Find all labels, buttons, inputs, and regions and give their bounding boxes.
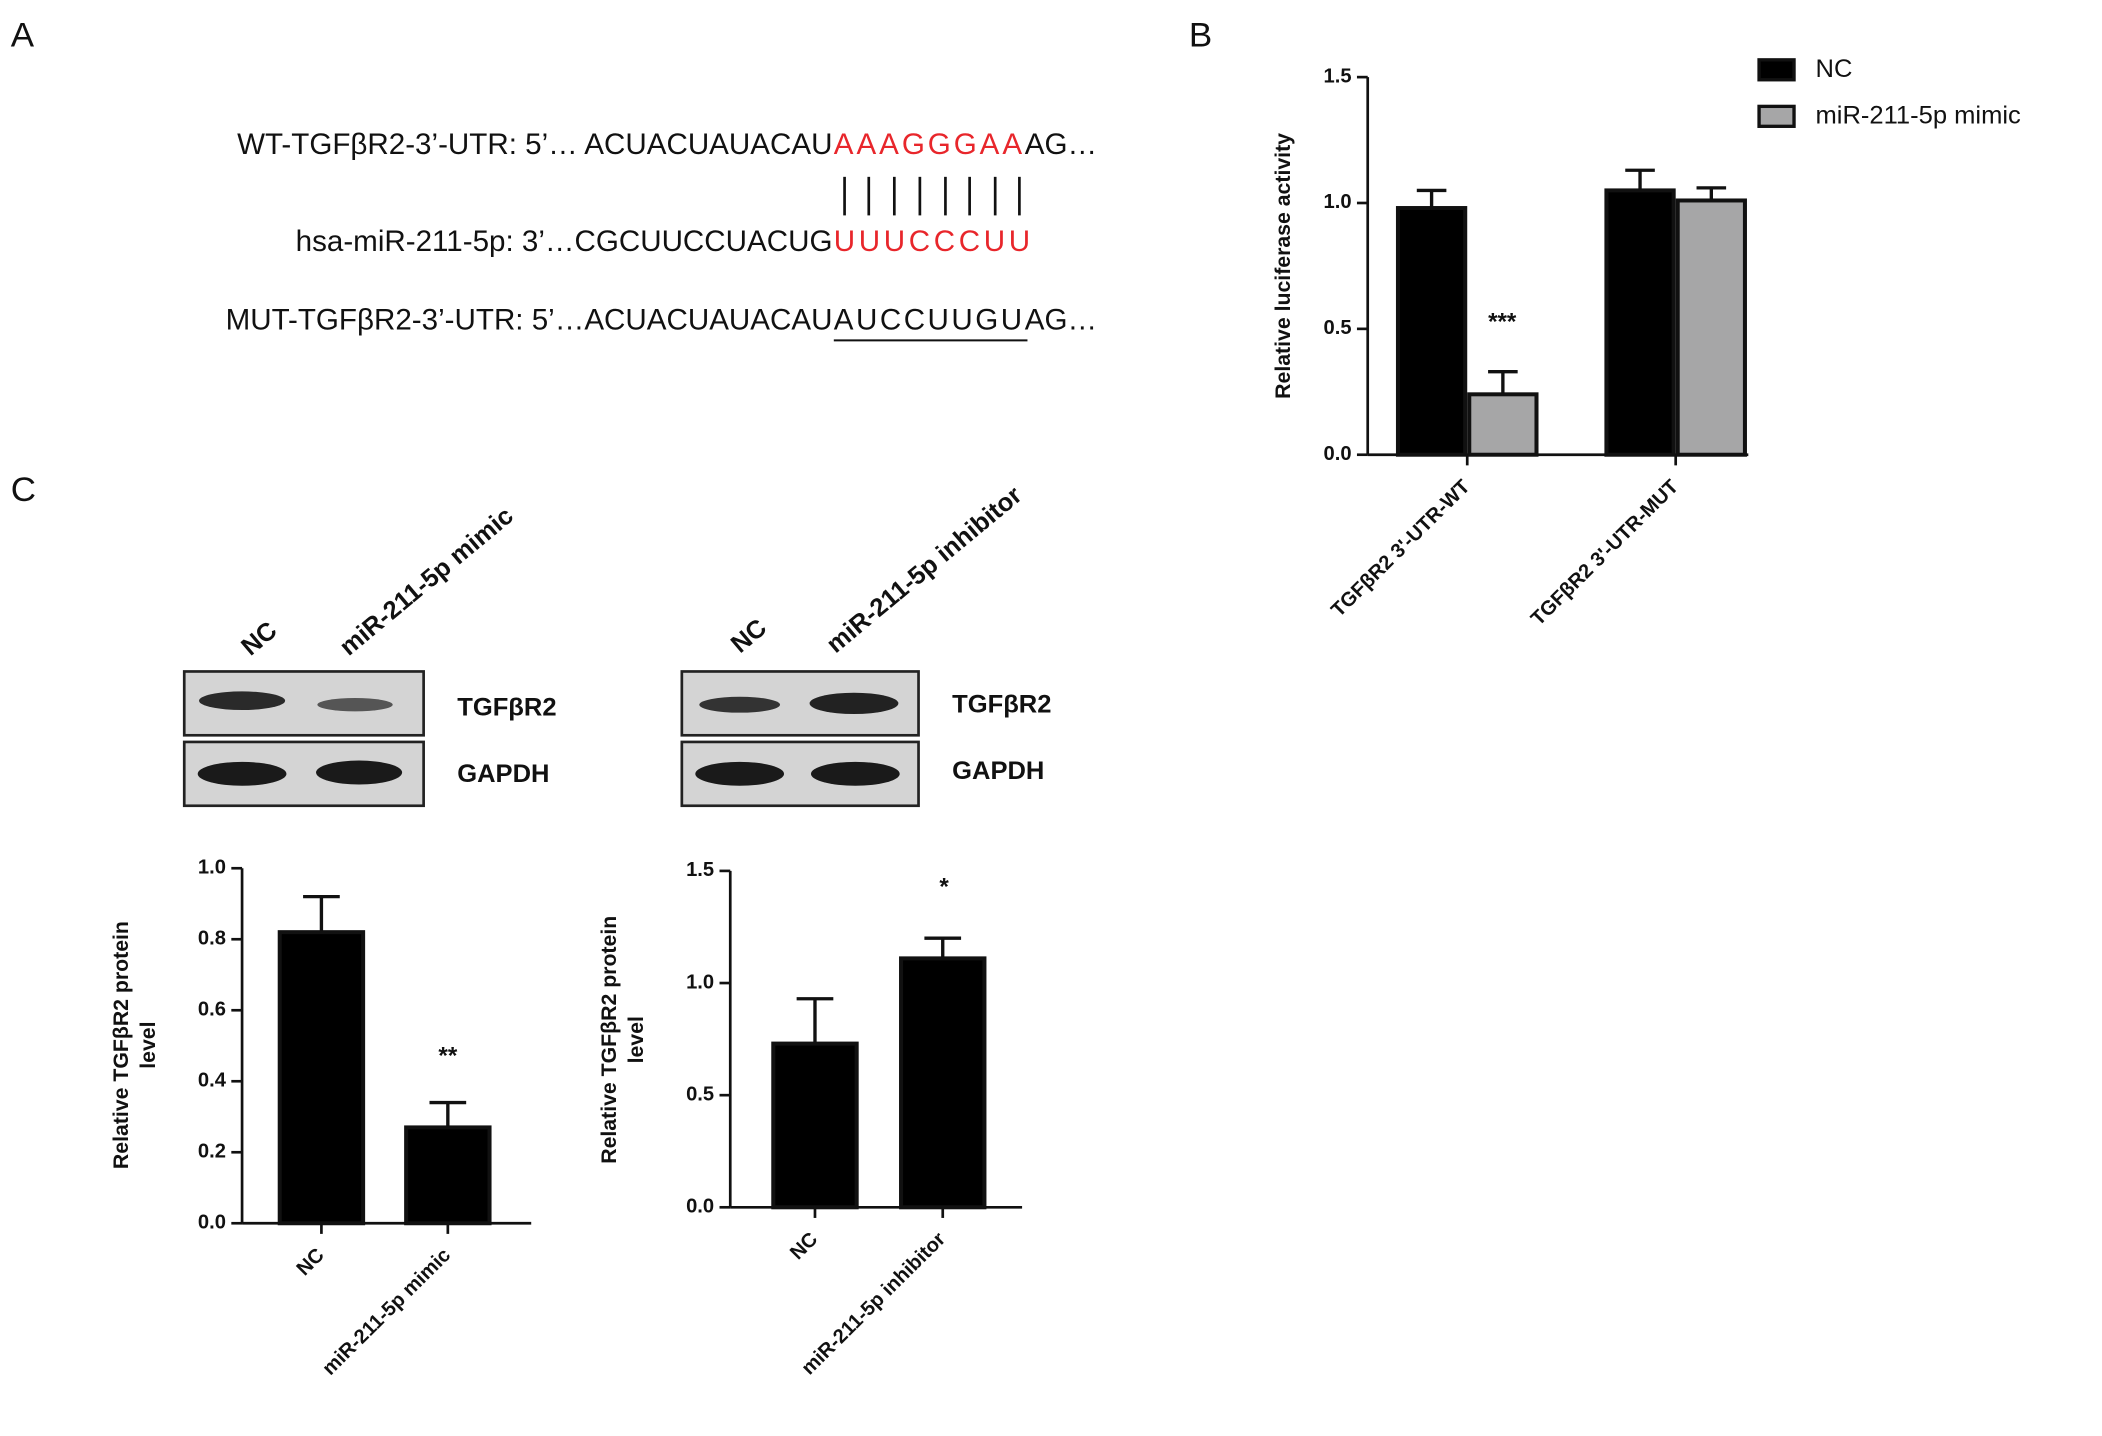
y-axis-label: Relative TGFβR2 protein	[597, 916, 621, 1164]
legend-label: miR-211-5p mimic	[1816, 102, 2022, 130]
bar	[1604, 188, 1676, 457]
sequence: AG…	[1025, 304, 1097, 337]
protein-label: TGFβR2	[457, 693, 556, 721]
panel-label: B	[1189, 17, 1212, 55]
y-tick-label: 0.0	[1324, 443, 1352, 465]
sequence: hsa-miR-211-5p: 3’…CGCUUCCUACUG	[296, 225, 833, 258]
y-axis-label: Relative luciferase activity	[1271, 133, 1295, 399]
seed-site: AAAGGGAA	[834, 128, 1023, 161]
mutant-site: AUCCUUGU	[834, 304, 1022, 337]
y-tick-label: 1.0	[198, 857, 226, 879]
y-tick-label: 0.5	[686, 1084, 714, 1106]
western-blot	[182, 670, 920, 808]
sequence: AG…	[1025, 128, 1097, 161]
sequence: WT-TGFβR2-3’-UTR: 5’… ACUACUAUACAU	[237, 128, 832, 161]
protein-label: GAPDH	[457, 760, 549, 788]
y-tick-label: 0.2	[198, 1141, 226, 1163]
y-axis-label: level	[136, 1021, 160, 1068]
y-tick-label: 1.0	[686, 971, 714, 993]
sequence: MUT-TGFβR2-3’-UTR: 5’…ACUACUAUACAU	[226, 304, 833, 337]
protein-label: TGFβR2	[952, 691, 1051, 719]
y-tick-label: 0.5	[1324, 317, 1352, 339]
bar	[1675, 198, 1747, 457]
y-tick-label: 0.4	[198, 1070, 227, 1092]
bar	[277, 930, 366, 1226]
legend-label: NC	[1816, 55, 1853, 83]
bar	[899, 956, 987, 1210]
bar	[1467, 392, 1539, 457]
legend-swatch	[1757, 58, 1796, 82]
protein-label: GAPDH	[952, 757, 1044, 785]
y-tick-label: 1.0	[1324, 191, 1352, 213]
y-tick-label: 1.5	[1324, 65, 1352, 87]
y-tick-label: 0.0	[686, 1196, 714, 1218]
significance: **	[438, 1042, 457, 1069]
significance: *	[939, 874, 949, 901]
y-axis-label: level	[624, 1016, 648, 1063]
pairing-lines	[843, 176, 1021, 216]
legend-swatch	[1757, 104, 1796, 128]
y-tick-label: 0.6	[198, 999, 226, 1021]
y-tick-label: 0.0	[198, 1212, 226, 1234]
bar	[771, 1041, 859, 1210]
bar	[404, 1125, 492, 1226]
y-axis-label: Relative TGFβR2 protein	[109, 921, 133, 1169]
panel-label: A	[11, 17, 35, 55]
panel-label: C	[11, 471, 36, 509]
significance: ***	[1488, 309, 1517, 336]
y-tick-label: 0.8	[198, 928, 226, 950]
bar	[1395, 206, 1468, 457]
y-tick-label: 1.5	[686, 859, 714, 881]
